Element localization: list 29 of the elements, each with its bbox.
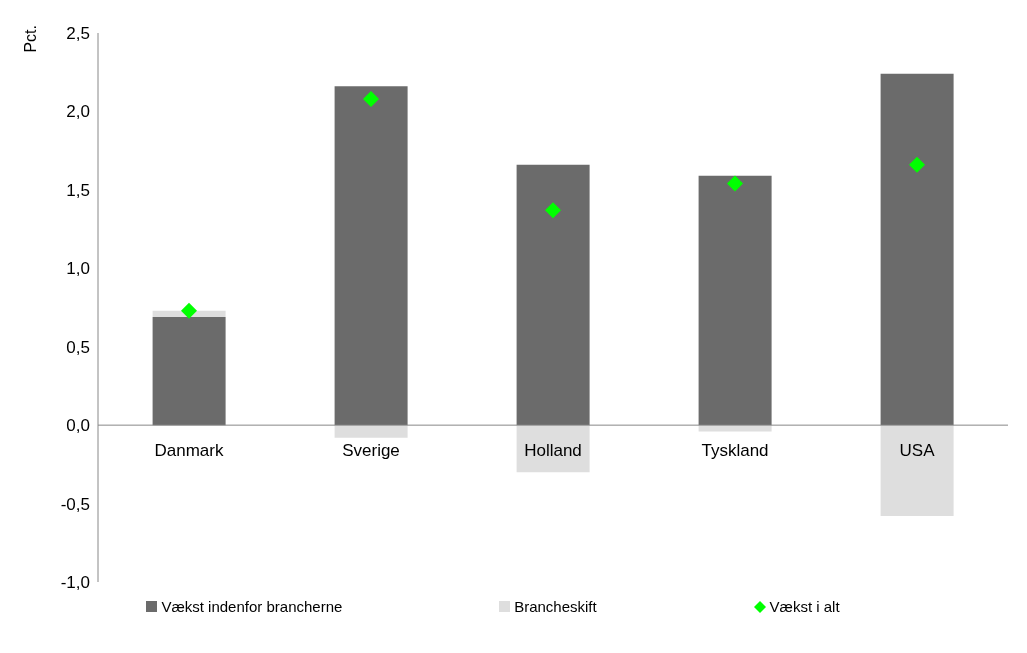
y-tick-label: 1,0 <box>66 259 90 279</box>
x-tick-label: Sverige <box>342 440 400 460</box>
y-tick-label: 2,5 <box>66 24 90 44</box>
y-tick-label: 0,5 <box>66 337 90 357</box>
y-tick-label: 0,0 <box>66 416 90 436</box>
x-tick-label: Tyskland <box>701 440 769 460</box>
legend-label: Vækst i alt <box>769 598 840 615</box>
y-tick-label: -1,0 <box>60 573 90 593</box>
y-tick-label: 1,5 <box>66 180 90 200</box>
y-tick-label: 2,0 <box>66 102 90 122</box>
legend-label: Brancheskift <box>514 598 597 615</box>
bar <box>334 86 408 426</box>
y-tick-label: -0,5 <box>60 494 90 514</box>
bar <box>880 73 954 426</box>
point <box>727 175 743 192</box>
bar <box>880 425 954 517</box>
y-axis-title: Pct. <box>22 25 40 53</box>
point <box>545 202 561 219</box>
bar <box>334 425 408 438</box>
point <box>363 90 379 107</box>
bar <box>698 175 772 426</box>
legend-label: Vækst indenfor brancherne <box>161 598 343 615</box>
bar <box>152 316 226 426</box>
point <box>909 156 925 173</box>
point <box>181 302 197 319</box>
bar <box>516 164 590 426</box>
x-tick-label: USA <box>899 440 936 460</box>
x-tick-label: Danmark <box>154 440 224 460</box>
x-tick-label: Holland <box>524 440 582 460</box>
